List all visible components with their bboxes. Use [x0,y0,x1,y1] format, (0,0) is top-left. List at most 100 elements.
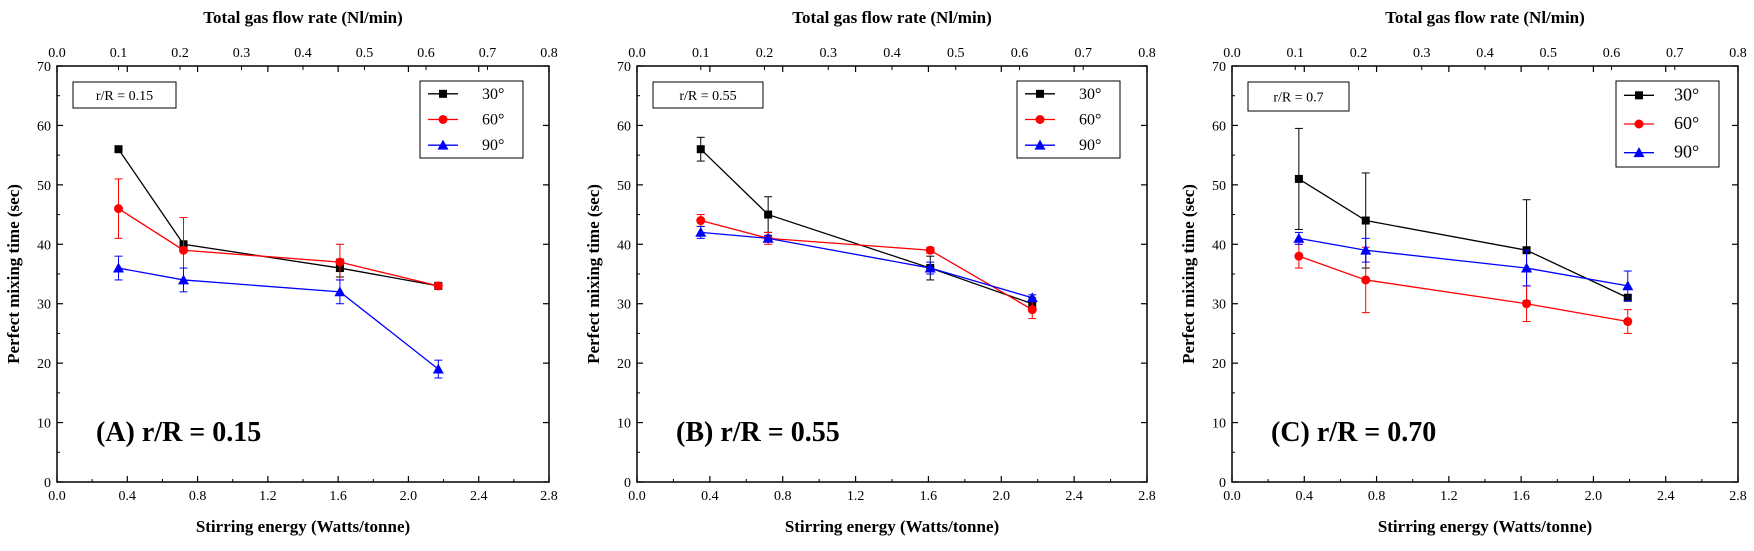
data-point [1521,262,1533,273]
x2-tick-label: 0.8 [540,46,558,61]
legend-marker [1635,91,1643,100]
x2-tick-label: 0.5 [356,46,374,61]
data-point [1027,305,1037,315]
y-tick-label: 60 [37,119,51,134]
series-circle [696,214,1037,320]
data-point [335,257,345,267]
data-point [1293,232,1305,243]
legend-label: 90° [482,137,504,154]
x-tick-label: 2.0 [400,489,418,504]
legend-marker [1036,89,1044,98]
x-tick-label: 0.4 [119,489,137,504]
x-axis-title: Stirring energy (Watts/tonne) [1378,517,1592,536]
x2-axis-title: Total gas flow rate (Nl/min) [792,8,992,27]
legend-marker [437,139,449,150]
data-point [924,262,936,273]
x2-tick-label: 0.1 [110,46,128,61]
x2-tick-label: 0.5 [947,46,965,61]
x-tick-label: 2.0 [993,489,1011,504]
x-tick-label: 0.8 [189,489,207,504]
x-tick-label: 0.4 [1296,489,1314,504]
series-line [118,208,439,287]
panel-label: (C) r/R = 0.70 [1271,417,1436,448]
series-triangle [695,225,1038,303]
data-point [925,245,935,255]
x-tick-label: 2.0 [1585,489,1603,504]
data-point [433,281,443,291]
data-point [1361,275,1371,285]
series-line [700,148,1033,305]
inset-label: r/R = 0.7 [1273,91,1323,106]
y-tick-label: 50 [1212,179,1226,194]
x2-tick-label: 0.6 [1011,46,1029,61]
chart-panel-2: 0.0 0.4 0.8 1.2 1.6 2.0 2.4 2.8 0.0 0.1 0.2 0.3 0.4 0… [584,8,1156,536]
x-tick-label: 0.8 [1368,489,1386,504]
inset-label-box [1247,81,1350,112]
x2-tick-label: 0.4 [294,46,312,61]
data-point [334,286,346,297]
y-tick-label: 70 [37,60,51,75]
x-tick-label: 0.0 [1223,489,1241,504]
x2-axis-title: Total gas flow rate (Nl/min) [1385,8,1585,27]
y-tick-label: 40 [617,238,631,253]
y-tick-label: 70 [617,60,631,75]
x2-tick-label: 0.7 [1075,46,1093,61]
y-axis-title: Perfect mixing time (sec) [4,184,23,364]
x2-tick-label: 0.0 [628,46,646,61]
x2-tick-label: 0.7 [1666,46,1684,61]
x2-tick-label: 0.1 [1287,46,1305,61]
data-point [1026,292,1038,303]
x-tick-label: 0.0 [628,489,646,504]
x2-tick-label: 0.4 [1476,46,1494,61]
x-tick-label: 1.6 [920,489,938,504]
y-tick-label: 10 [617,417,631,432]
x-tick-label: 1.6 [329,489,347,504]
data-point [1522,299,1532,309]
legend-label: 60° [1079,112,1101,129]
x-axis-title: Stirring energy (Watts/tonne) [785,517,999,536]
data-point [432,363,444,374]
legend-label: 30° [482,86,504,103]
data-point [114,204,123,214]
series-square [114,145,443,290]
series-circle [1294,243,1633,334]
data-point [178,274,190,285]
legend-label: 90° [1674,142,1699,162]
x2-tick-label: 0.3 [233,46,251,61]
y-axis-title: Perfect mixing time (sec) [584,184,603,364]
y-tick-label: 50 [617,179,631,194]
y-tick-label: 30 [617,298,631,313]
x-tick-label: 1.2 [259,489,277,504]
y-tick-label: 20 [617,357,631,372]
x-tick-label: 2.8 [1138,489,1156,504]
series-square [1294,127,1632,302]
y-tick-label: 0 [44,476,51,491]
inset-label: r/R = 0.55 [679,89,736,104]
y-tick-label: 50 [37,179,51,194]
x2-axis-title: Total gas flow rate (Nl/min) [203,8,403,27]
series-line [1298,178,1629,299]
series-circle [114,178,443,291]
series-line [1298,237,1628,287]
data-point [1623,317,1633,327]
x2-tick-label: 0.3 [820,46,838,61]
data-point [764,210,773,219]
data-point [695,226,707,237]
inset-label-box [652,81,764,109]
chart-panel-3: 0.0 0.4 0.8 1.2 1.6 2.0 2.4 2.8 0.0 0.1 0.2 0.3 0.4 0… [1179,8,1747,536]
x-tick-label: 1.2 [1440,489,1458,504]
x2-tick-label: 0.5 [1540,46,1558,61]
x2-tick-label: 0.7 [479,46,497,61]
data-point [1294,251,1304,261]
x2-tick-label: 0.6 [417,46,435,61]
x2-tick-label: 0.4 [883,46,901,61]
y-tick-label: 40 [37,238,51,253]
data-point [762,232,774,243]
data-point [113,262,124,273]
x2-tick-label: 0.8 [1138,46,1156,61]
series-line [117,148,439,287]
data-point [1294,174,1303,183]
data-point [1361,216,1370,225]
y-tick-label: 60 [617,119,631,134]
